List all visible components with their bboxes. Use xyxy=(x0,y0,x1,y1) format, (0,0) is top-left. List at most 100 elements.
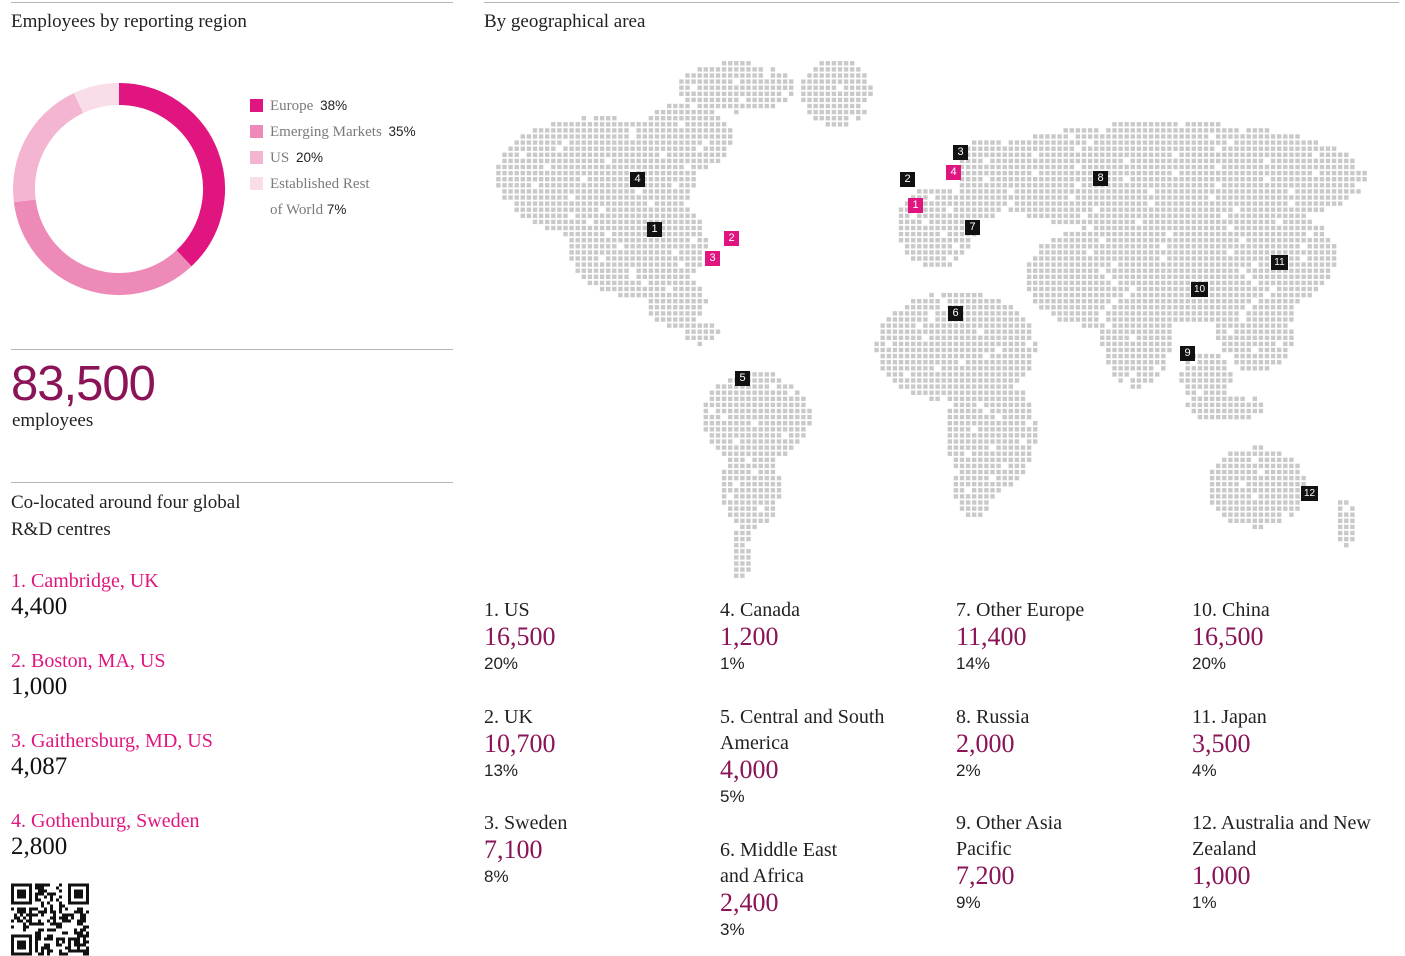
area-stat: 5. Central and South America 4,000 5% xyxy=(720,704,885,811)
area-name: 1. US xyxy=(484,599,530,621)
map-marker-middle-east-africa[interactable]: 6 xyxy=(948,306,963,321)
area-name: 9. Other Asia Pacific xyxy=(956,812,1063,860)
map-marker-russia[interactable]: 8 xyxy=(1093,171,1108,186)
area-pct: 20% xyxy=(484,654,519,673)
rd-centre-value: 4,087 xyxy=(11,753,68,780)
area-name: 10. China xyxy=(1192,599,1270,621)
legend-pct: 35% xyxy=(388,124,416,139)
area-name: 3. Sweden xyxy=(484,812,568,834)
map-marker-us[interactable]: 1 xyxy=(647,222,662,237)
area-pct: 8% xyxy=(484,867,509,886)
rd-centre-name: 2. Boston, MA, US xyxy=(11,650,166,672)
area-value: 7,100 xyxy=(484,835,543,864)
area-name: 4. Canada xyxy=(720,599,800,621)
area-value: 16,500 xyxy=(1192,622,1264,651)
rd-centre: 2. Boston, MA, US 1,000 xyxy=(11,648,213,728)
rd-centre-value: 2,800 xyxy=(11,833,68,860)
area-stat: 3. Sweden 7,100 8% xyxy=(484,810,567,891)
legend-label-cont: of World xyxy=(270,202,324,218)
world-dot-map xyxy=(496,61,1367,578)
area-value: 16,500 xyxy=(484,622,556,651)
area-stat: 6. Middle East and Africa 2,400 3% xyxy=(720,837,870,944)
area-pct: 1% xyxy=(1192,893,1217,912)
area-pct: 13% xyxy=(484,761,519,780)
map-marker-uk[interactable]: 2 xyxy=(900,172,915,187)
area-value: 4,000 xyxy=(720,755,779,784)
area-stat: 8. Russia 2,000 2% xyxy=(956,704,1029,785)
left-section-title: Employees by reporting region xyxy=(11,11,247,32)
area-pct: 2% xyxy=(956,761,981,780)
map-marker-rd-boston[interactable]: 2 xyxy=(724,231,739,246)
map-marker-other-europe[interactable]: 7 xyxy=(965,220,980,235)
area-name: 12. Australia and New Zealand xyxy=(1192,812,1371,860)
map-marker-central-south-america[interactable]: 5 xyxy=(735,371,750,386)
map-marker-rd-gothenburg[interactable]: 4 xyxy=(946,165,961,180)
area-value: 2,400 xyxy=(720,888,779,917)
legend-item-us: US 20% xyxy=(250,145,416,171)
area-name: 5. Central and South America xyxy=(720,706,885,754)
rd-centre-value: 1,000 xyxy=(11,673,68,700)
area-pct: 3% xyxy=(720,920,745,939)
rule-total xyxy=(11,349,453,350)
area-value: 10,700 xyxy=(484,729,556,758)
area-name: 8. Russia xyxy=(956,706,1030,728)
area-value: 11,400 xyxy=(956,622,1027,651)
area-value: 1,000 xyxy=(1192,861,1251,890)
legend-swatch xyxy=(250,151,263,164)
donut-slice-europe xyxy=(118,83,225,267)
area-pct: 14% xyxy=(956,654,991,673)
map-marker-rd-gaithersburg[interactable]: 3 xyxy=(705,251,720,266)
map-marker-other-asia-pacific[interactable]: 9 xyxy=(1180,346,1195,361)
area-name: 2. UK xyxy=(484,706,533,728)
rd-centre: 1. Cambridge, UK 4,400 xyxy=(11,568,213,648)
area-value: 2,000 xyxy=(956,729,1015,758)
top-rule-left xyxy=(11,2,453,3)
rd-centres-list: 1. Cambridge, UK 4,400 2. Boston, MA, US… xyxy=(11,568,213,888)
map-marker-sweden[interactable]: 3 xyxy=(953,145,968,160)
donut-chart xyxy=(13,83,225,295)
area-pct: 5% xyxy=(720,787,745,806)
area-stat: 11. Japan 3,500 4% xyxy=(1192,704,1267,785)
area-name: 11. Japan xyxy=(1192,706,1267,728)
rd-centre: 4. Gothenburg, Sweden 2,800 xyxy=(11,808,213,888)
legend-swatch xyxy=(250,99,263,112)
donut-legend: Europe 38% Emerging Markets 35% US 20% E… xyxy=(250,93,416,223)
area-pct: 1% xyxy=(720,654,745,673)
area-stat: 2. UK 10,700 13% xyxy=(484,704,556,785)
donut-slice-established-rest-of-world xyxy=(73,83,120,114)
legend-item-emerging-markets: Emerging Markets 35% xyxy=(250,119,416,145)
legend-item-established-row-cont: of World 7% xyxy=(250,197,416,223)
area-pct: 9% xyxy=(956,893,981,912)
area-stat: 4. Canada 1,200 1% xyxy=(720,597,800,678)
area-pct: 4% xyxy=(1192,761,1217,780)
map-marker-australia-nz[interactable]: 12 xyxy=(1301,486,1318,501)
area-stat: 9. Other Asia Pacific 7,200 9% xyxy=(956,810,1096,917)
rd-centre-name: 4. Gothenburg, Sweden xyxy=(11,810,200,832)
area-value: 3,500 xyxy=(1192,729,1251,758)
map-marker-china[interactable]: 10 xyxy=(1191,282,1208,297)
donut-slice-emerging-markets xyxy=(13,199,192,295)
area-stat: 1. US 16,500 20% xyxy=(484,597,556,678)
rd-centre-name: 3. Gaithersburg, MD, US xyxy=(11,730,213,752)
legend-label: US xyxy=(270,150,290,166)
area-value: 1,200 xyxy=(720,622,779,651)
legend-label: Established Rest xyxy=(270,176,370,192)
legend-swatch xyxy=(250,125,263,138)
area-stat: 12. Australia and New Zealand 1,000 1% xyxy=(1192,810,1392,917)
legend-item-europe: Europe 38% xyxy=(250,93,416,119)
area-name: 6. Middle East and Africa xyxy=(720,839,838,887)
qr-code[interactable] xyxy=(11,883,89,956)
map-marker-japan[interactable]: 11 xyxy=(1271,255,1288,270)
rule-rd xyxy=(11,482,453,483)
map-marker-rd-cambridge[interactable]: 1 xyxy=(908,198,923,213)
rd-centre-name: 1. Cambridge, UK xyxy=(11,570,159,592)
area-value: 7,200 xyxy=(956,861,1015,890)
area-stat: 7. Other Europe 11,400 14% xyxy=(956,597,1131,678)
top-rule-right xyxy=(484,2,1399,3)
rd-centre-value: 4,400 xyxy=(11,593,68,620)
legend-pct: 7% xyxy=(326,202,347,217)
area-stat: 10. China 16,500 20% xyxy=(1192,597,1270,678)
map-marker-canada[interactable]: 4 xyxy=(630,172,645,187)
donut-slice-us xyxy=(13,93,84,203)
area-pct: 20% xyxy=(1192,654,1227,673)
